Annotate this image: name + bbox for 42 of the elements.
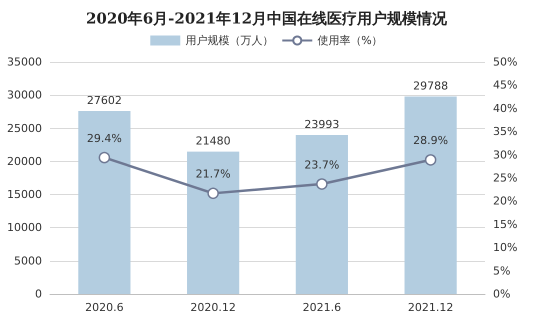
data-label: 27602 (86, 94, 122, 108)
y2-tick-label: 25% (493, 172, 518, 184)
bar (78, 111, 130, 294)
chart-title: 2020年6月-2021年12月中国在线医疗用户规模情况 (86, 10, 448, 28)
data-label: 29788 (413, 80, 448, 93)
y2-tick-label: 0% (493, 288, 510, 300)
x-tick-label: 2020.6 (85, 301, 124, 314)
y2-tick-label: 45% (493, 78, 518, 92)
point (316, 178, 328, 190)
y-tick-label: 30000 (7, 88, 42, 102)
y2-tick-label: 35% (493, 125, 518, 138)
bar (296, 134, 348, 294)
data-label: 28.9% (413, 134, 448, 148)
point (98, 152, 110, 164)
data-label: 23993 (304, 118, 340, 131)
data-label: 21480 (196, 134, 231, 148)
point (207, 188, 219, 200)
y-tick-label: 35000 (7, 56, 42, 68)
data-label: 23.7% (304, 158, 340, 172)
legend-label: 使用率（%） (317, 34, 383, 47)
bar (187, 152, 240, 294)
y-tick-label: 0 (35, 288, 42, 300)
y2-tick-label: 20% (493, 194, 518, 208)
legend-label: 用户规模（万人） (185, 34, 274, 47)
y-tick-label: 15000 (7, 188, 42, 202)
y-tick-label: 20000 (7, 154, 42, 168)
x-tick-label: 2020.12 (190, 301, 236, 314)
y2-tick-label: 15% (493, 218, 518, 231)
y2-tick-label: 30% (493, 148, 518, 162)
y-tick-label: 10000 (7, 221, 42, 234)
point (424, 154, 436, 166)
x-tick-label: 2021.12 (408, 301, 454, 314)
x-tick-label: 2021.6 (302, 301, 342, 314)
y2-tick-label: 50% (493, 56, 518, 68)
y2-tick-label: 10% (493, 241, 518, 254)
data-label: 21.7% (196, 168, 231, 181)
y2-tick-label: 5% (493, 264, 510, 278)
bar (404, 96, 457, 294)
data-label: 29.4% (86, 132, 122, 145)
y-tick-label: 5000 (14, 254, 42, 268)
y2-tick-label: 40% (493, 102, 518, 115)
y-tick-label: 25000 (7, 122, 42, 135)
